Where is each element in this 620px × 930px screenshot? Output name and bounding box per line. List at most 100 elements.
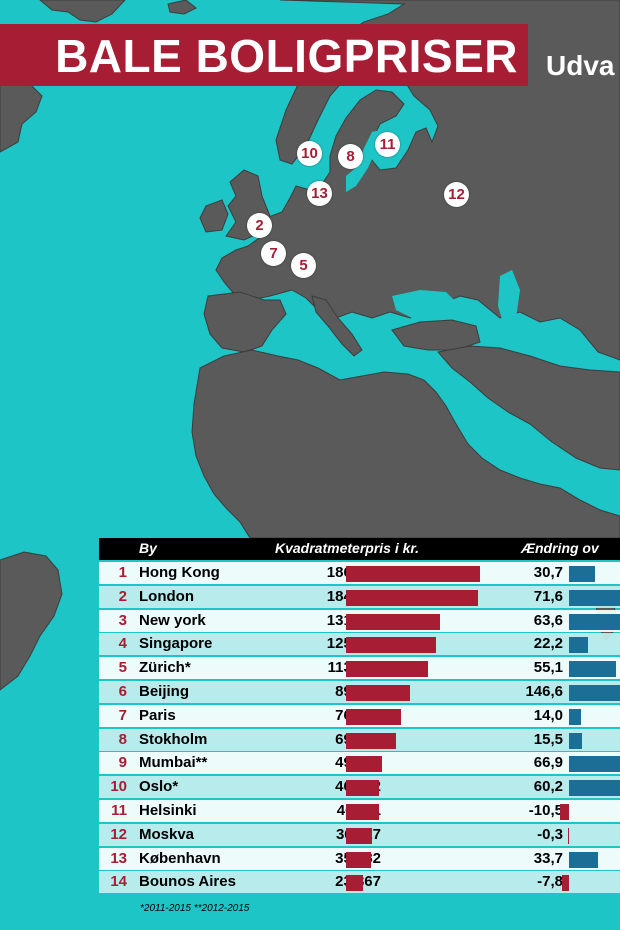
map-marker: 10 [297, 141, 322, 166]
table-header: By Kvadratmeterpris i kr. Ændring ov [99, 538, 620, 560]
rank-label: 11 [111, 802, 127, 819]
city-label: Oslo* [139, 778, 179, 796]
change-bar [569, 566, 596, 582]
rank-label: 4 [118, 635, 127, 653]
price-bar [346, 804, 380, 820]
table-row: 6Beijing89.442146,6 [99, 681, 620, 703]
city-label: Singapore [139, 635, 213, 653]
map-marker: 11 [375, 132, 400, 157]
rank-label: 9 [118, 754, 127, 772]
map-marker: 5 [291, 253, 316, 278]
change-bar [567, 827, 569, 844]
greenland-land [39, 0, 126, 23]
change-label: 30,7 [533, 564, 563, 581]
change-bar [569, 780, 620, 797]
map-marker: 8 [338, 144, 363, 169]
rank-label: 2 [118, 587, 127, 605]
city-label: Helsinki [139, 802, 197, 819]
americas-north-land [0, 79, 43, 153]
page-title: BALE BOLIGPRISER [55, 30, 518, 82]
change-label: 55,1 [533, 659, 563, 677]
city-label: Mumbai** [139, 754, 208, 772]
rank-label: 8 [118, 730, 127, 748]
iberia-land [203, 291, 287, 353]
table-row: 13København35.38233,7 [99, 847, 620, 870]
baltic-sea [346, 130, 380, 192]
rank-label: 5 [118, 659, 127, 677]
change-label: 33,7 [533, 849, 563, 867]
change-label: -7,8 [537, 873, 563, 891]
rank-label: 6 [118, 683, 127, 700]
south-america-land [0, 551, 63, 691]
price-bar [346, 661, 428, 678]
price-bar [346, 589, 479, 606]
map-marker: 7 [261, 241, 286, 266]
city-label: New york [139, 611, 206, 629]
change-bar [569, 732, 583, 749]
change-bar [569, 589, 620, 606]
change-bar [569, 756, 620, 773]
caspian-sea [498, 270, 520, 326]
price-bar [346, 875, 363, 892]
page-subtitle: Udva [546, 50, 615, 81]
rank-label: 14 [110, 873, 127, 891]
change-bar [569, 613, 620, 630]
africa-land [191, 349, 620, 539]
price-bar [346, 732, 396, 749]
title-banner [0, 24, 528, 86]
map-marker: 2 [247, 213, 272, 238]
change-bar [562, 875, 569, 892]
map-marker: 13 [307, 181, 332, 206]
table-row: 7Paris76.00914,0 [99, 704, 620, 727]
rank-label: 12 [110, 825, 127, 843]
price-bar [346, 708, 401, 725]
table-row: 4Singapore125.24022,2 [99, 633, 620, 656]
rank-label: 10 [110, 778, 127, 796]
table-row: 11Helsinki46.111-10,5 [99, 800, 620, 822]
change-label: 63,6 [533, 611, 563, 629]
column-header-price: Kvadratmeterpris i kr. [275, 540, 419, 556]
italy-land [311, 295, 363, 357]
city-label: Zürich* [139, 659, 191, 677]
city-label: Bounos Aires [139, 873, 236, 891]
change-bar [569, 851, 598, 868]
ireland-land [199, 199, 229, 233]
red-sea [444, 392, 490, 456]
turkey-land [391, 319, 481, 351]
table-row: 12Moskva36.117-0,3 [99, 823, 620, 846]
city-label: Paris [139, 706, 176, 724]
rank-label: 3 [118, 611, 127, 629]
change-bar [569, 708, 581, 725]
middle-east-land [437, 345, 620, 471]
change-label: 60,2 [533, 778, 563, 796]
rank-label: 13 [110, 849, 127, 867]
change-label: 66,9 [533, 754, 563, 772]
price-bar [346, 827, 372, 844]
iceland-land [167, 0, 197, 15]
rank-label: 1 [118, 564, 127, 581]
city-label: Moskva [139, 825, 195, 843]
change-label: 146,6 [525, 683, 563, 700]
price-bar [346, 637, 436, 654]
change-label: -0,3 [537, 825, 563, 843]
price-bar [346, 613, 441, 630]
price-bar [346, 685, 411, 701]
change-label: 15,5 [533, 730, 563, 748]
black-sea [392, 290, 458, 318]
city-label: Beijing [139, 683, 190, 700]
change-bar [569, 685, 620, 701]
price-bar [346, 780, 380, 797]
price-bar [346, 851, 372, 868]
city-label: Stokholm [139, 730, 208, 748]
column-header-change: Ændring ov [521, 540, 599, 556]
table-row: 2London184.43571,6 [99, 585, 620, 608]
city-label: London [139, 587, 194, 605]
map-marker: 12 [444, 182, 469, 207]
price-bar [346, 756, 382, 773]
